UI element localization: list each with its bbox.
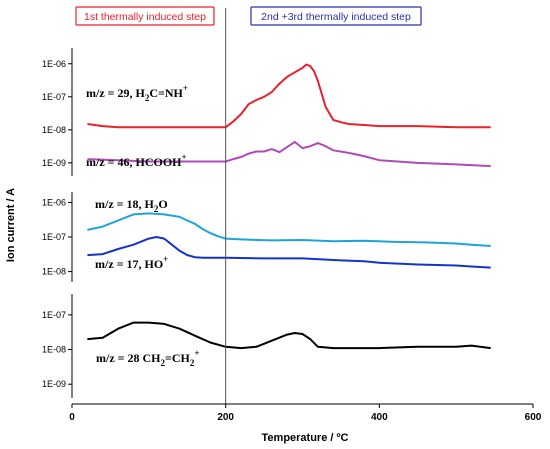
- x-axis: 0 200 400 600: [69, 403, 542, 423]
- series-annotation: m/z = 18, H2O: [95, 197, 168, 214]
- series-annotation: m/z = 29, H2C=NH+: [86, 83, 188, 103]
- series-annotation: m/z = 17, HO+: [95, 254, 168, 271]
- y-tick-label: 1E-06: [42, 197, 66, 207]
- y-tick-label: 1E-07: [42, 310, 66, 320]
- y-axis-title: Ion current / A: [5, 188, 17, 262]
- y-tick-label: 1E-09: [42, 158, 66, 168]
- y-tick-label: 1E-07: [42, 232, 66, 242]
- y-tick-label: 1E-08: [42, 267, 66, 277]
- series-line: [87, 212, 491, 247]
- step-label-2: 2nd +3rd thermally induced step: [250, 6, 422, 26]
- y-tick-label: 1E-09: [42, 379, 66, 389]
- series-annotation: m/z = 46, HCOOH+: [86, 152, 187, 169]
- step-label-1: 1st thermally induced step: [75, 6, 215, 26]
- series-line: [87, 321, 491, 350]
- panel-bottom: 1E-07 1E-08 1E-09 m/z = 28 CH2=CH2+: [42, 294, 491, 398]
- y-tick-label: 1E-06: [42, 59, 66, 69]
- step-label-2-text: 2nd +3rd thermally induced step: [261, 11, 411, 23]
- series-line: [87, 63, 491, 129]
- series-annotation: m/z = 28 CH2=CH2+: [96, 348, 199, 368]
- panel-middle: 1E-06 1E-07 1E-08 m/z = 18, H2O m/z = 17, HO…: [42, 192, 491, 282]
- y-tick-label: 1E-08: [42, 125, 66, 135]
- step-label-1-text: 1st thermally induced step: [84, 11, 206, 23]
- x-tick-label: 0: [69, 412, 75, 423]
- y-tick-label: 1E-08: [42, 345, 66, 355]
- x-tick-label: 400: [371, 412, 388, 423]
- y-tick-label: 1E-07: [42, 92, 66, 102]
- panel-top: 1E-06 1E-07 1E-08 1E-09 m/z = 29, H2C=NH+ m/z…: [42, 48, 491, 176]
- x-axis-title: Temperature / ºC: [262, 432, 349, 444]
- series-line: [87, 236, 491, 269]
- x-tick-label: 200: [217, 412, 234, 423]
- x-tick-label: 600: [525, 412, 542, 423]
